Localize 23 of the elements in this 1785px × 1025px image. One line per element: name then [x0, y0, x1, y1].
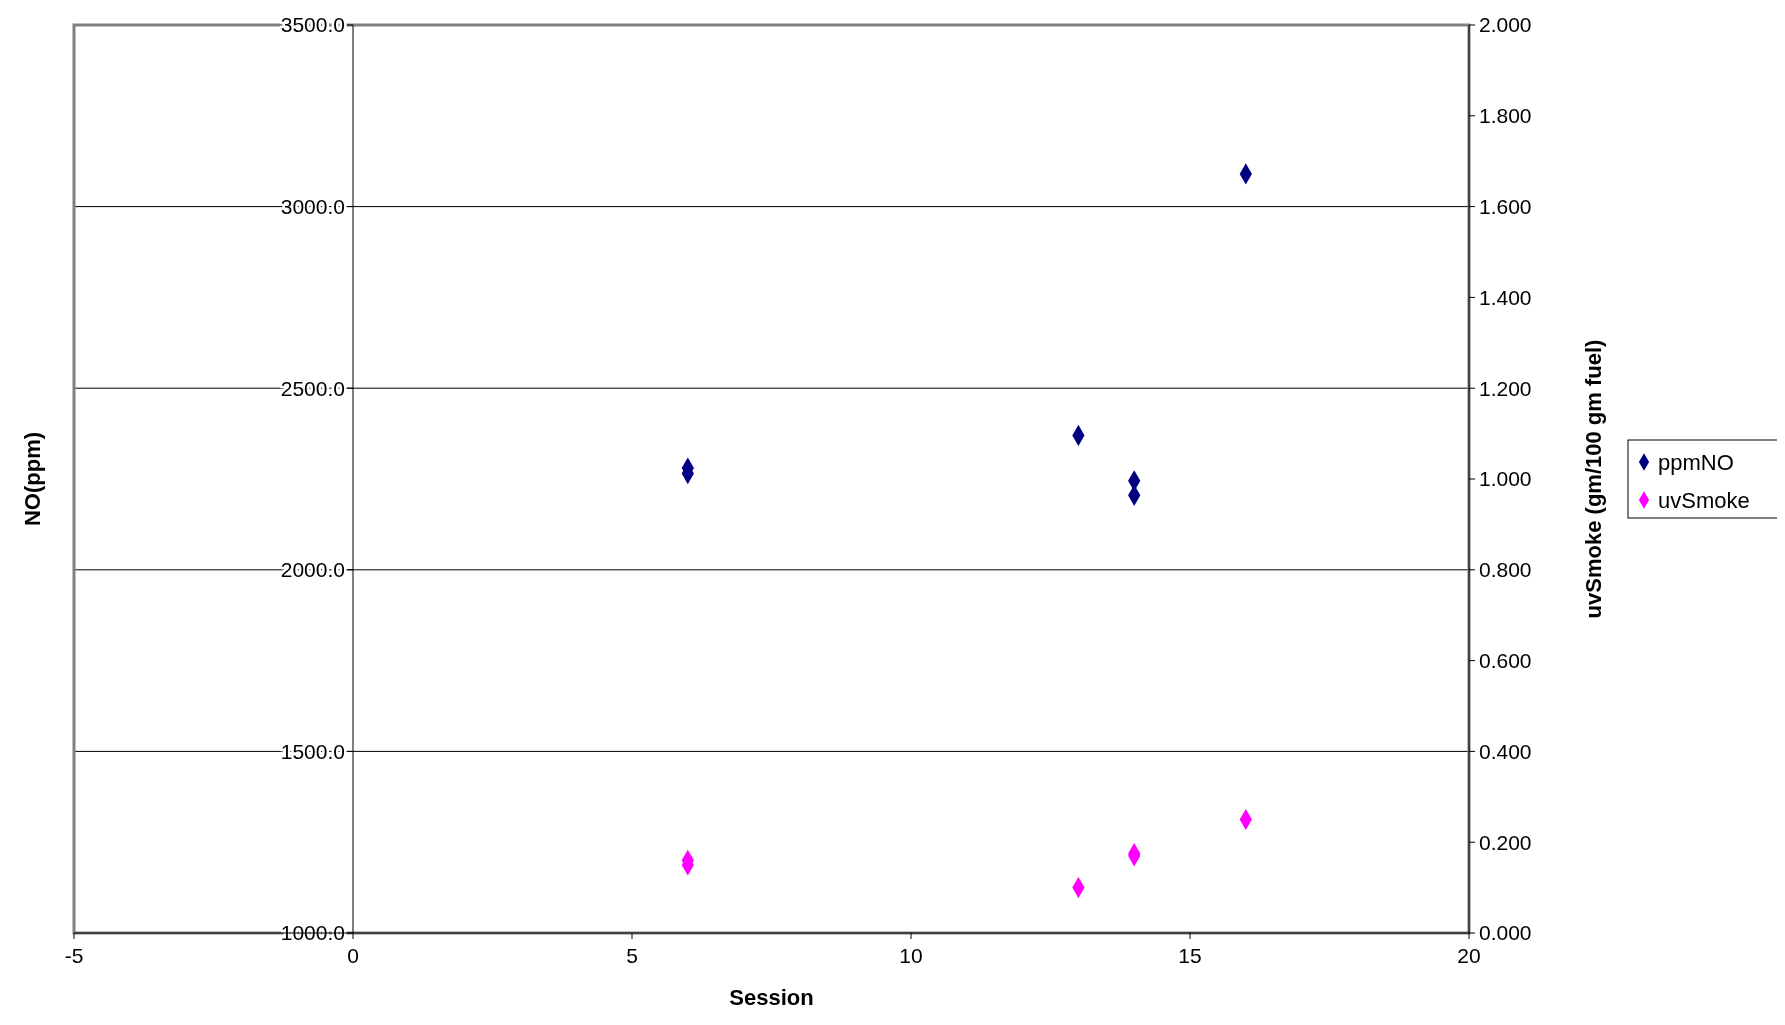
- y2-tick-label: 1.000: [1479, 467, 1532, 491]
- y2-tick-label: 0.600: [1479, 648, 1532, 672]
- x-tick-label: 15: [1178, 944, 1202, 967]
- y2-tick-label: 0.400: [1479, 739, 1532, 763]
- y2-tick-label: 0.200: [1479, 830, 1532, 854]
- x-tick-label: 20: [1457, 944, 1481, 967]
- x-tick-label: 10: [899, 944, 923, 967]
- x-axis-title: Session: [729, 985, 814, 1010]
- y2-tick-label: 1.800: [1479, 104, 1532, 128]
- legend-label: uvSmoke: [1658, 487, 1750, 513]
- y2-tick-label: 2.000: [1479, 13, 1532, 37]
- y2-axis-title: uvSmoke (gm/100 gm fuel): [1581, 339, 1606, 619]
- y-axis-title: NO(ppm): [20, 431, 45, 527]
- y2-tick-label: 1.600: [1479, 194, 1532, 218]
- y2-tick-label: 1.400: [1479, 285, 1532, 309]
- x-tick-label: -5: [64, 944, 84, 967]
- legend-label: ppmNO: [1658, 449, 1734, 475]
- y2-tick-label: 0.800: [1479, 558, 1532, 582]
- x-tick-label: 5: [626, 944, 638, 967]
- y2-tick-label: 1.200: [1479, 376, 1532, 400]
- x-tick-label: 0: [347, 944, 359, 967]
- y2-tick-label: 0.000: [1479, 921, 1532, 945]
- y-tick-label: 3500.0: [280, 13, 345, 37]
